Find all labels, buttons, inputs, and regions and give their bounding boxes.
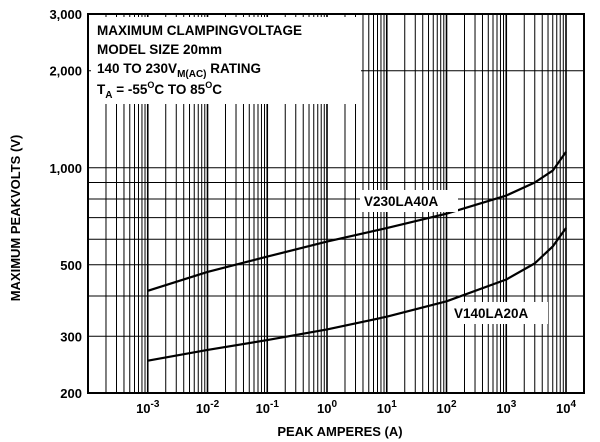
x-tick-label: 100 (317, 399, 337, 416)
annotation-line-3: 140 TO 230VM(AC) RATING (97, 61, 261, 80)
x-tick-labels: 10-3 10-2 10-1 100 101 102 103 104 (136, 399, 576, 416)
y-tick-label: 300 (60, 329, 82, 344)
y-tick-label: 200 (60, 386, 82, 401)
series-label-bg-V140LA20A (450, 302, 548, 324)
x-tick-label: 10-1 (256, 399, 280, 416)
series-label-bg-V230LA40A (360, 190, 458, 212)
annotation-line-1: MAXIMUM CLAMPINGVOLTAGE (97, 23, 302, 38)
x-axis-label: PEAK AMPERES (A) (277, 424, 402, 439)
series-label-V230LA40A: V230LA40A (364, 194, 439, 209)
y-tick-labels: 200 300 500 1,000 2,000 3,000 (49, 7, 82, 401)
x-tick-label: 104 (556, 399, 576, 416)
x-tick-label: 103 (496, 399, 516, 416)
x-tick-label: 101 (377, 399, 397, 416)
series-line-V230LA40A (147, 151, 567, 292)
y-tick-label: 500 (60, 258, 82, 273)
y-tick-label: 2,000 (49, 64, 82, 79)
series-label-V140LA20A: V140LA20A (454, 306, 529, 321)
series-line-V140LA20A (147, 227, 567, 362)
annotation-line-2: MODEL SIZE 20mm (97, 42, 222, 57)
annotation-background (91, 17, 361, 104)
y-tick-label: 3,000 (49, 7, 82, 22)
series-lines (147, 151, 567, 362)
x-tick-label: 10-2 (196, 399, 220, 416)
x-tick-label: 10-3 (136, 399, 160, 416)
annotation-line-4: TA = -55OC TO 85OC (97, 80, 222, 101)
y-tick-label: 1,000 (49, 161, 82, 176)
x-tick-label: 102 (436, 399, 456, 416)
y-axis-label: MAXIMUM PEAKVOLTS (V) (8, 135, 23, 302)
plot-frame (87, 13, 585, 394)
